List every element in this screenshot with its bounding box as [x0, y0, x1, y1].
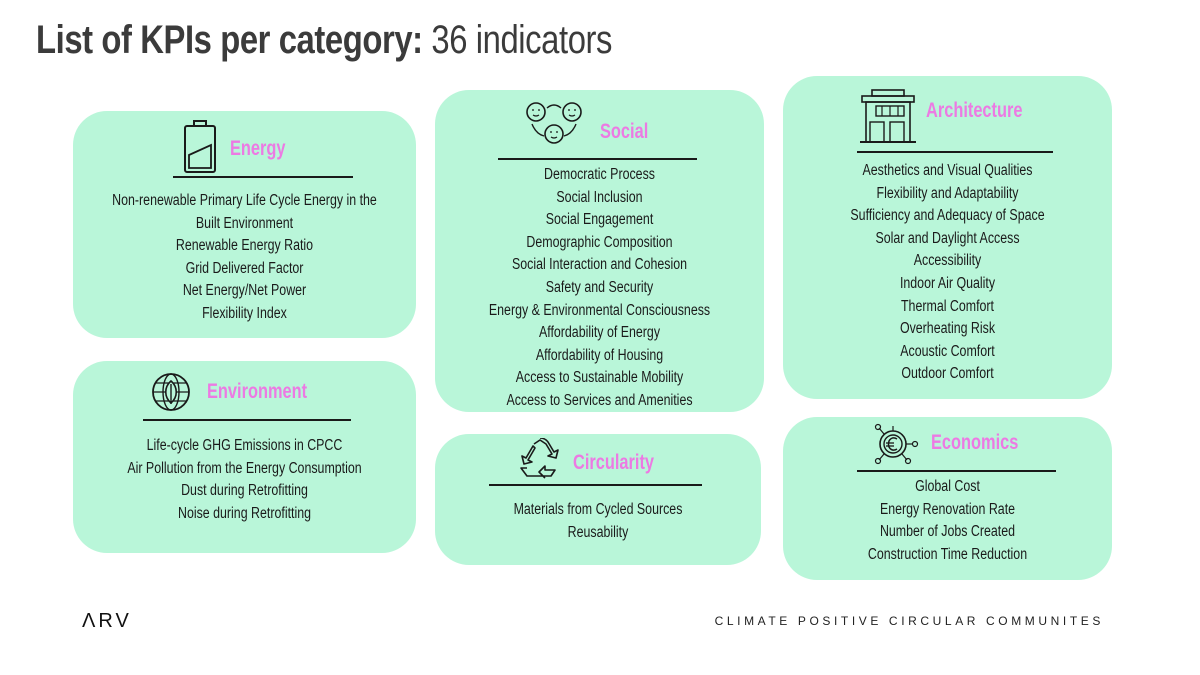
- category-divider: [489, 484, 702, 486]
- kpi-list-circularity: Materials from Cycled Sources Reusabilit…: [435, 499, 761, 544]
- kpi-item: Social Inclusion: [556, 188, 643, 206]
- category-divider: [143, 419, 351, 421]
- kpi-item: Materials from Cycled Sources: [513, 501, 683, 518]
- kpi-item: Dust during Retrofitting: [181, 482, 308, 500]
- arv-logo: ΛRV: [82, 610, 132, 632]
- kpi-item: Global Cost: [915, 478, 980, 495]
- kpi-item: Number of Jobs Created: [879, 523, 1016, 541]
- kpi-item: Solar and Daylight Access: [875, 229, 1020, 247]
- kpi-item: Non-renewable Primary Life Cycle Energy …: [112, 192, 377, 209]
- category-title-circularity: Circularity: [573, 451, 655, 474]
- kpi-item: Accessibility: [913, 252, 982, 270]
- category-divider: [857, 470, 1056, 472]
- category-card-social: Social Democratic Process Social Inclusi…: [435, 90, 764, 412]
- kpi-item: Reusability: [567, 523, 629, 541]
- kpi-list-environment: Life-cycle GHG Emissions in CPCC Air Pol…: [73, 435, 416, 525]
- recycle-icon: [520, 438, 559, 479]
- footer-tagline: CLIMATE POSITIVE CIRCULAR COMMUNITES: [714, 614, 1104, 628]
- kpi-item: Affordability of Energy: [538, 324, 661, 342]
- category-title-energy: Energy: [230, 137, 286, 160]
- kpi-item: Noise during Retrofitting: [177, 504, 312, 522]
- kpi-item: Demographic Composition: [526, 233, 673, 251]
- category-title-social: Social: [600, 120, 649, 143]
- kpi-item: Affordability of Housing: [535, 346, 664, 364]
- category-card-circularity: Circularity Materials from Cycled Source…: [435, 434, 761, 565]
- category-title-architecture: Architecture: [926, 99, 1023, 122]
- category-card-economics: Economics Global Cost Energy Renovation …: [783, 417, 1112, 580]
- kpi-item: Access to Services and Amenities: [506, 391, 693, 409]
- page-title-count: 36 indicators: [431, 18, 613, 62]
- building-icon: [860, 89, 916, 143]
- kpi-item: Life-cycle GHG Emissions in CPCC: [146, 437, 343, 454]
- kpi-list-energy: Non-renewable Primary Life Cycle Energy …: [73, 190, 416, 326]
- category-title-economics: Economics: [931, 431, 1019, 454]
- kpi-item: Grid Delivered Factor: [185, 259, 304, 277]
- category-card-architecture: Architecture Aesthetics and Visual Quali…: [783, 76, 1112, 399]
- euro-coin-icon: [874, 423, 919, 465]
- kpi-item: Construction Time Reduction: [867, 545, 1028, 563]
- kpi-list-economics: Global Cost Energy Renovation Rate Numbe…: [783, 476, 1112, 566]
- kpi-item: Overheating Risk: [899, 320, 996, 338]
- category-divider: [498, 158, 697, 160]
- category-card-energy: Energy Non-renewable Primary Life Cycle …: [73, 111, 416, 338]
- page-title-main: List of KPIs per category:: [36, 18, 423, 62]
- kpi-item: Built Environment: [195, 214, 294, 232]
- kpi-item: Outdoor Comfort: [901, 365, 994, 383]
- kpi-item: Acoustic Comfort: [900, 342, 995, 360]
- kpi-item: Air Pollution from the Energy Consumptio…: [127, 459, 362, 477]
- kpi-item: Social Engagement: [545, 211, 654, 229]
- kpi-item: Thermal Comfort: [900, 297, 995, 315]
- globe-leaf-icon: [152, 373, 190, 411]
- kpi-item: Indoor Air Quality: [899, 274, 996, 292]
- kpi-item: Renewable Energy Ratio: [175, 237, 314, 255]
- kpi-item: Sufficiency and Adequacy of Space: [850, 207, 1045, 225]
- kpi-item: Access to Sustainable Mobility: [515, 369, 684, 387]
- category-card-environment: Environment Life-cycle GHG Emissions in …: [73, 361, 416, 553]
- kpi-list-architecture: Aesthetics and Visual Qualities Flexibil…: [783, 160, 1112, 386]
- battery-icon: [184, 120, 216, 173]
- kpi-list-social: Democratic Process Social Inclusion Soci…: [435, 164, 764, 413]
- people-icon: [526, 102, 582, 144]
- kpi-item: Flexibility Index: [202, 304, 287, 322]
- kpi-item: Net Energy/Net Power: [182, 282, 307, 300]
- kpi-item: Safety and Security: [545, 278, 654, 296]
- kpi-item: Social Interaction and Cohesion: [511, 256, 688, 274]
- kpi-item: Flexibility and Adaptability: [876, 184, 1019, 202]
- kpi-item: Democratic Process: [544, 166, 655, 183]
- kpi-item: Aesthetics and Visual Qualities: [862, 162, 1033, 179]
- category-divider: [173, 176, 353, 178]
- category-divider: [857, 151, 1053, 153]
- kpi-item: Energy Renovation Rate: [879, 500, 1016, 518]
- category-title-environment: Environment: [207, 380, 308, 403]
- page-title: List of KPIs per category: 36 indicators: [36, 18, 612, 63]
- kpi-item: Energy & Environmental Consciousness: [488, 301, 711, 319]
